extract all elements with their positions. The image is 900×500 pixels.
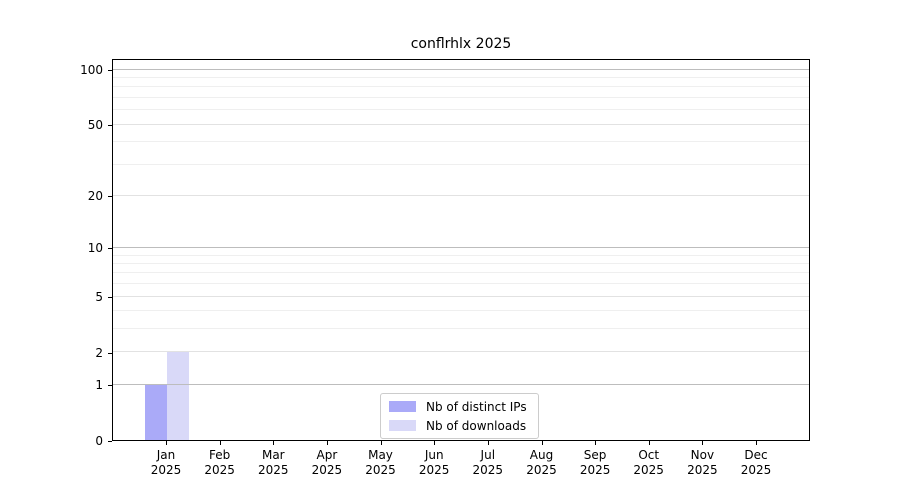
legend-item-downloads: Nb of downloads bbox=[389, 418, 527, 433]
x-tick-jan bbox=[166, 441, 167, 445]
x-tick-label-dec: Dec 2025 bbox=[740, 448, 772, 477]
x-tick-label-mar: Mar 2025 bbox=[258, 448, 289, 477]
gridline-y-100 bbox=[113, 68, 809, 70]
y-tick-100 bbox=[108, 70, 112, 72]
x-tick-label-may: May 2025 bbox=[365, 448, 396, 477]
gridline-y-90 bbox=[113, 77, 809, 79]
bar-nb-of-distinct-ips-jan bbox=[145, 384, 167, 440]
gridline-y-7 bbox=[113, 272, 809, 274]
y-tick-label-100: 100 bbox=[80, 63, 103, 78]
gridline-y-30 bbox=[113, 163, 809, 165]
gridline-y-50 bbox=[113, 123, 809, 125]
x-tick-label-jul: Jul 2025 bbox=[472, 448, 504, 477]
gridline-y-10 bbox=[113, 246, 809, 248]
x-tick-jun bbox=[434, 441, 436, 445]
y-tick-label-50: 50 bbox=[87, 118, 103, 133]
legend-label-distinct-ips: Nb of distinct IPs bbox=[426, 399, 527, 414]
y-tick-5 bbox=[108, 297, 112, 298]
x-tick-oct bbox=[648, 441, 650, 445]
legend-swatch-distinct-ips-icon bbox=[389, 401, 416, 412]
x-tick-label-oct: Oct 2025 bbox=[633, 448, 664, 477]
gridline-y-4 bbox=[113, 310, 809, 312]
gridline-y-1 bbox=[113, 383, 809, 385]
legend-item-distinct-ips: Nb of distinct IPs bbox=[389, 399, 527, 414]
x-tick-feb bbox=[219, 441, 221, 445]
gridline-y-8 bbox=[113, 263, 809, 264]
x-tick-label-jun: Jun 2025 bbox=[418, 448, 450, 477]
x-tick-mar bbox=[273, 441, 275, 445]
y-tick-0 bbox=[108, 441, 112, 442]
gridline-y-20 bbox=[113, 194, 809, 196]
y-tick-label-20: 20 bbox=[87, 189, 103, 204]
x-tick-jul bbox=[487, 441, 489, 445]
x-tick-label-aug: Aug 2025 bbox=[526, 448, 557, 477]
legend: Nb of distinct IPs Nb of downloads bbox=[380, 393, 539, 439]
gridline-y-3 bbox=[113, 328, 809, 330]
x-tick-label-nov: Nov 2025 bbox=[687, 448, 718, 477]
gridline-y-6 bbox=[113, 283, 809, 285]
y-tick-label-1: 1 bbox=[95, 378, 103, 393]
x-tick-label-feb: Feb 2025 bbox=[204, 448, 235, 477]
gridline-y-80 bbox=[113, 86, 809, 88]
y-tick-label-10: 10 bbox=[87, 241, 103, 256]
gridline-y-70 bbox=[113, 97, 809, 98]
y-tick-2 bbox=[108, 352, 112, 354]
x-tick-nov bbox=[702, 441, 704, 445]
x-tick-label-apr: Apr 2025 bbox=[311, 448, 343, 477]
bar-nb-of-downloads-jan bbox=[167, 351, 189, 440]
x-tick-sep bbox=[595, 441, 597, 445]
y-tick-50 bbox=[108, 125, 112, 127]
gridline-y-60 bbox=[113, 109, 809, 111]
legend-label-downloads: Nb of downloads bbox=[426, 418, 527, 433]
y-tick-label-0: 0 bbox=[95, 434, 103, 448]
x-tick-apr bbox=[326, 441, 328, 445]
y-tick-1 bbox=[108, 385, 112, 387]
gridline-y-40 bbox=[113, 141, 809, 143]
x-tick-may bbox=[380, 441, 382, 445]
y-tick-label-5: 5 bbox=[95, 290, 103, 304]
y-tick-label-2: 2 bbox=[95, 345, 103, 360]
gridline-y-2 bbox=[113, 351, 809, 353]
gridline-y-5 bbox=[113, 295, 809, 297]
y-tick-10 bbox=[108, 248, 112, 250]
gridline-y-9 bbox=[113, 254, 809, 256]
plot-area: Nb of distinct IPs Nb of downloads bbox=[112, 59, 810, 441]
y-tick-20 bbox=[108, 196, 112, 198]
x-tick-label-jan: Jan 2025 bbox=[150, 448, 182, 477]
x-tick-aug bbox=[541, 441, 543, 445]
x-tick-label-sep: Sep 2025 bbox=[579, 448, 611, 477]
chart-title: conflrhlx 2025 bbox=[410, 36, 512, 52]
legend-swatch-downloads-icon bbox=[389, 420, 416, 431]
x-tick-dec bbox=[756, 441, 757, 445]
